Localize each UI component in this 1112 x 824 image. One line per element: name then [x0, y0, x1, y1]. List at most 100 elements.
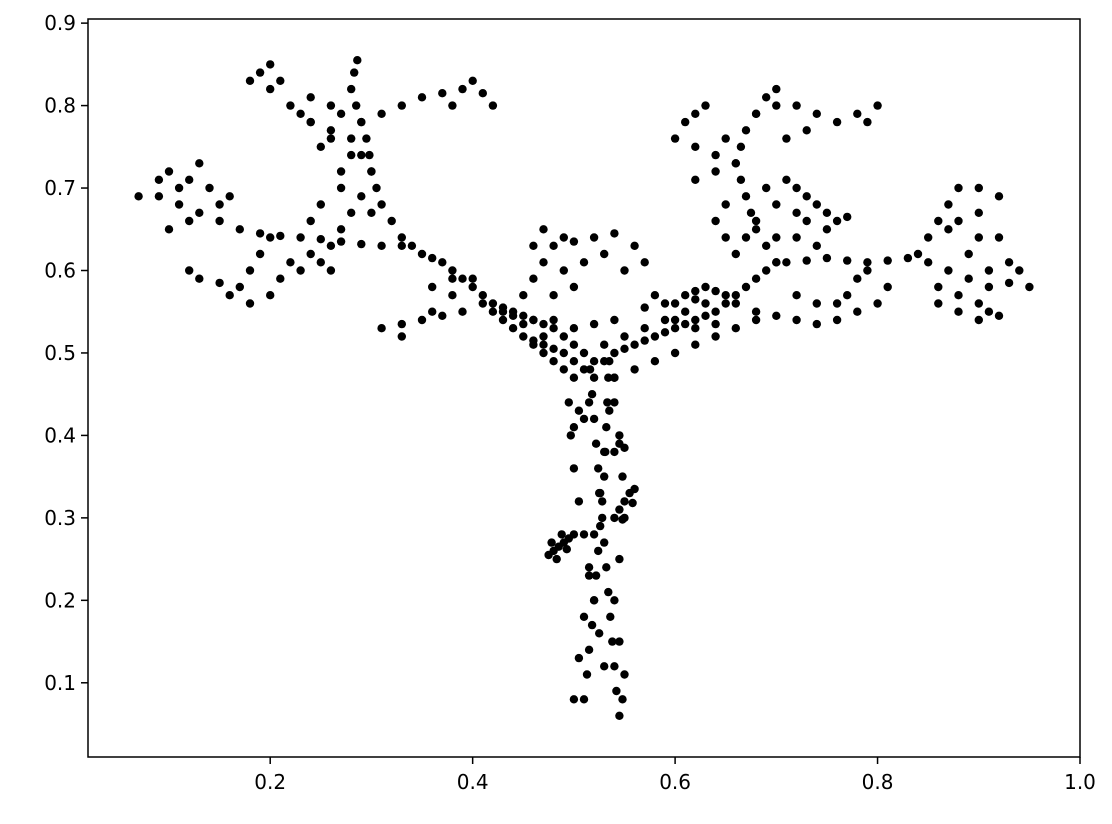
y-tick-label: 0.8: [44, 94, 76, 118]
data-point: [731, 299, 740, 308]
data-point: [591, 571, 601, 580]
data-point: [174, 183, 184, 193]
data-point: [620, 344, 629, 353]
data-point: [582, 670, 592, 679]
data-point: [529, 315, 538, 325]
data-point: [397, 241, 406, 250]
data-point: [579, 258, 589, 267]
data-point: [792, 291, 801, 300]
data-point: [235, 282, 244, 292]
data-point: [529, 241, 538, 250]
data-point: [557, 530, 566, 539]
data-point: [954, 291, 963, 300]
data-point: [974, 299, 983, 308]
data-point: [736, 175, 746, 184]
data-point: [711, 167, 720, 176]
data-point: [660, 299, 670, 308]
data-point: [347, 84, 356, 94]
data-point: [615, 431, 624, 440]
data-point: [721, 233, 730, 242]
data-point: [640, 258, 649, 267]
data-point: [549, 324, 558, 333]
data-point: [944, 200, 953, 209]
data-point: [579, 348, 589, 358]
data-point: [306, 216, 315, 226]
data-point: [711, 286, 720, 296]
data-point: [883, 256, 892, 265]
data-point: [367, 167, 376, 176]
data-point: [608, 637, 617, 646]
y-tick-label: 0.1: [44, 671, 76, 695]
data-point: [569, 357, 579, 366]
data-point: [602, 423, 611, 432]
data-point: [822, 208, 832, 217]
data-point: [843, 291, 852, 300]
data-point: [610, 373, 619, 382]
data-point: [731, 249, 740, 259]
data-point: [660, 315, 670, 325]
data-point: [587, 620, 597, 630]
data-point: [853, 109, 862, 119]
data-point: [711, 332, 720, 341]
data-point: [984, 266, 994, 275]
data-point: [843, 256, 852, 265]
data-point: [731, 291, 740, 300]
data-point: [549, 315, 558, 325]
data-point: [387, 216, 396, 226]
data-point: [615, 554, 624, 564]
data-point: [691, 109, 700, 119]
data-point: [316, 258, 325, 267]
data-point: [438, 258, 447, 267]
x-axis: 0.2 0.4 0.6 0.8 1.0: [254, 757, 1096, 794]
data-point: [579, 695, 589, 704]
data-point: [772, 311, 781, 320]
data-point: [802, 216, 811, 226]
data-point: [569, 282, 579, 292]
data-point: [772, 258, 781, 267]
data-point: [600, 249, 609, 259]
data-point: [134, 192, 143, 201]
data-point: [276, 274, 285, 283]
data-point: [873, 299, 882, 308]
data-point: [691, 175, 700, 184]
data-point: [562, 545, 571, 554]
y-tick-label: 0.3: [44, 506, 76, 530]
data-point: [691, 340, 700, 349]
data-point: [539, 319, 548, 329]
data-point: [438, 89, 447, 98]
data-point: [691, 142, 700, 151]
data-point: [751, 109, 761, 119]
data-point: [589, 319, 599, 329]
data-point: [549, 291, 558, 300]
data-point: [519, 311, 528, 320]
data-point: [853, 307, 862, 316]
data-point: [552, 554, 561, 564]
data-point: [377, 200, 386, 209]
data-point: [296, 109, 305, 119]
data-point: [326, 134, 336, 143]
data-point: [618, 695, 627, 704]
y-tick-label: 0.5: [44, 341, 76, 365]
data-point: [913, 249, 923, 259]
data-point: [691, 295, 700, 304]
data-point: [352, 101, 361, 110]
data-point: [448, 274, 457, 283]
data-point: [594, 546, 603, 556]
data-point: [812, 109, 821, 119]
data-point: [741, 233, 751, 242]
data-point: [569, 530, 579, 539]
data-point: [630, 340, 639, 349]
data-point: [458, 274, 467, 283]
data-point: [595, 488, 604, 498]
data-point: [612, 686, 621, 696]
data-point: [255, 229, 265, 238]
data-point: [600, 357, 609, 366]
data-point: [606, 612, 615, 621]
data-point: [610, 348, 619, 358]
data-point: [772, 84, 781, 94]
data-point: [569, 237, 579, 246]
data-point: [397, 332, 406, 341]
data-point: [417, 249, 427, 259]
data-point: [596, 521, 605, 531]
data-point: [691, 324, 700, 333]
